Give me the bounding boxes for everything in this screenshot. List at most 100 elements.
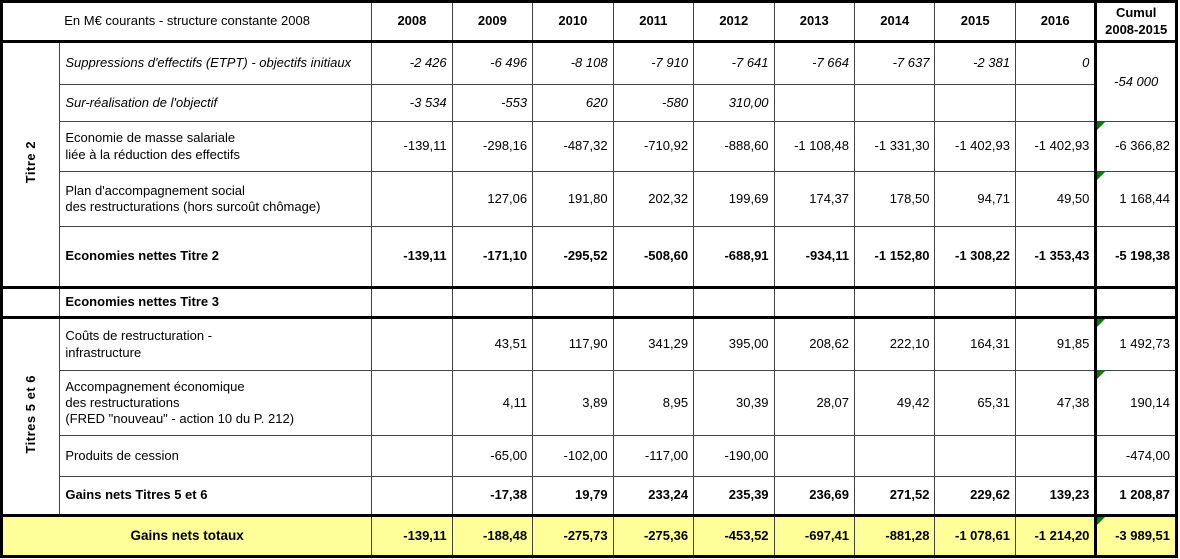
col-header-2014: 2014 xyxy=(853,1,936,43)
value-cell: -275,36 xyxy=(612,514,695,557)
row-label: Economies nettes Titre 2 xyxy=(59,226,373,288)
value-cell: -1 402,93 xyxy=(934,121,1016,172)
cumul-cell: -6 366,82 xyxy=(1094,121,1177,172)
value-cell xyxy=(934,435,1016,477)
value-cell: -188,48 xyxy=(451,514,534,557)
value-cell: 49,42 xyxy=(853,370,936,436)
row-label: Gains nets totaux xyxy=(0,514,373,557)
cumul-value: 1 492,73 xyxy=(1119,336,1170,352)
value-cell: 0 xyxy=(1014,41,1097,85)
cumul-value: 1 208,87 xyxy=(1119,487,1170,503)
row-label: Coûts de restructuration - infrastructur… xyxy=(59,316,373,371)
value-cell: 8,95 xyxy=(612,370,695,436)
row-group-text: Titres 5 et 6 xyxy=(23,375,39,454)
col-header-2010: 2010 xyxy=(532,1,614,43)
col-header-2009: 2009 xyxy=(451,1,534,43)
value-cell xyxy=(693,286,775,318)
value-cell: 620 xyxy=(532,84,614,122)
value-cell: -8 108 xyxy=(532,41,614,85)
value-cell xyxy=(371,286,453,318)
value-cell: -453,52 xyxy=(693,514,775,557)
value-cell: -2 381 xyxy=(934,41,1016,85)
value-cell: 202,32 xyxy=(612,171,695,227)
value-cell: -508,60 xyxy=(612,226,695,288)
value-cell: -65,00 xyxy=(451,435,534,477)
row-group-label: Titre 2 xyxy=(0,41,61,288)
value-cell xyxy=(1014,84,1097,122)
value-cell xyxy=(371,316,453,371)
table-row: Sur-réalisation de l'objectif -3 534 -553 6… xyxy=(2,84,1177,122)
row-label: Accompagnement économique des restructur… xyxy=(59,370,373,436)
table-row: Economies nettes Titre 2 -139,11 -171,10 -2… xyxy=(2,226,1177,288)
value-cell xyxy=(773,286,856,318)
row-label: Economies nettes Titre 3 xyxy=(59,286,373,318)
table-row: Accompagnement économique des restructur… xyxy=(2,370,1177,436)
value-cell xyxy=(934,286,1016,318)
value-cell: -1 353,43 xyxy=(1014,226,1097,288)
value-cell: -298,16 xyxy=(451,121,534,172)
table-header: En M€ courants - structure constante 200… xyxy=(0,1,1177,43)
value-cell: 174,37 xyxy=(773,171,856,227)
cumul-cell: -3 989,51 xyxy=(1094,514,1177,557)
value-cell: 65,31 xyxy=(934,370,1016,436)
table-body: Titre 2 Suppressions d'effectifs (ETPT) -… xyxy=(0,41,1177,557)
value-cell: -139,11 xyxy=(371,226,453,288)
comment-marker-icon xyxy=(1098,172,1106,180)
value-cell: -697,41 xyxy=(773,514,856,557)
value-cell: -7 641 xyxy=(693,41,775,85)
value-cell: -1 214,20 xyxy=(1014,514,1097,557)
col-header-2016: 2016 xyxy=(1014,1,1097,43)
value-cell xyxy=(451,286,534,318)
cumul-cell: -54 000 xyxy=(1094,41,1177,122)
cumul-cell: 1 492,73 xyxy=(1094,316,1177,371)
value-cell: 43,51 xyxy=(451,316,534,371)
value-cell: 191,80 xyxy=(532,171,614,227)
row-label: Suppressions d'effectifs (ETPT) - object… xyxy=(59,41,373,85)
value-cell: 139,23 xyxy=(1014,476,1097,516)
cumul-value: -6 366,82 xyxy=(1115,138,1170,154)
cumul-value: -54 000 xyxy=(1114,73,1159,89)
cumul-value: -3 989,51 xyxy=(1115,527,1170,543)
cumul-value: -474,00 xyxy=(1125,447,1170,463)
comment-marker-icon xyxy=(1098,122,1106,130)
value-cell: 117,90 xyxy=(532,316,614,371)
comment-marker-icon xyxy=(1098,320,1106,327)
value-cell: -17,38 xyxy=(451,476,534,516)
value-cell xyxy=(612,286,695,318)
value-cell: 235,39 xyxy=(693,476,775,516)
value-cell: -190,00 xyxy=(693,435,775,477)
value-cell: 229,62 xyxy=(934,476,1016,516)
value-cell: -1 331,30 xyxy=(853,121,936,172)
value-cell: 47,38 xyxy=(1014,370,1097,436)
value-cell: 236,69 xyxy=(773,476,856,516)
cumul-value: -5 198,38 xyxy=(1115,248,1170,264)
row-label: Produits de cession xyxy=(59,435,373,477)
value-cell: 178,50 xyxy=(853,171,936,227)
value-cell: -1 078,61 xyxy=(934,514,1016,557)
value-cell xyxy=(371,476,453,516)
value-cell: -102,00 xyxy=(532,435,614,477)
value-cell xyxy=(773,435,856,477)
value-cell: 4,11 xyxy=(451,370,534,436)
value-cell: -881,28 xyxy=(853,514,936,557)
cumul-value: 190,14 xyxy=(1130,394,1170,410)
value-cell: -3 534 xyxy=(371,84,453,122)
table-row: Gains nets Titres 5 et 6 -17,38 19,79 233,2… xyxy=(2,476,1177,516)
value-cell xyxy=(853,435,936,477)
col-header-2011: 2011 xyxy=(612,1,695,43)
table-title: En M€ courants - structure constante 200… xyxy=(0,1,373,43)
col-header-cumul: Cumul 2008-2015 xyxy=(1094,1,1177,43)
value-cell xyxy=(853,286,936,318)
value-cell: 310,00 xyxy=(693,84,775,122)
value-cell: 341,29 xyxy=(612,316,695,371)
row-group-label xyxy=(0,286,61,318)
value-cell xyxy=(532,286,614,318)
value-cell: 49,50 xyxy=(1014,171,1097,227)
value-cell: -580 xyxy=(612,84,695,122)
value-cell xyxy=(371,435,453,477)
value-cell: -553 xyxy=(451,84,534,122)
value-cell: -888,60 xyxy=(693,121,775,172)
value-cell: -1 402,93 xyxy=(1014,121,1097,172)
table-row: Titres 5 et 6 Coûts de restructuration - … xyxy=(0,316,1177,516)
value-cell: 233,24 xyxy=(612,476,695,516)
